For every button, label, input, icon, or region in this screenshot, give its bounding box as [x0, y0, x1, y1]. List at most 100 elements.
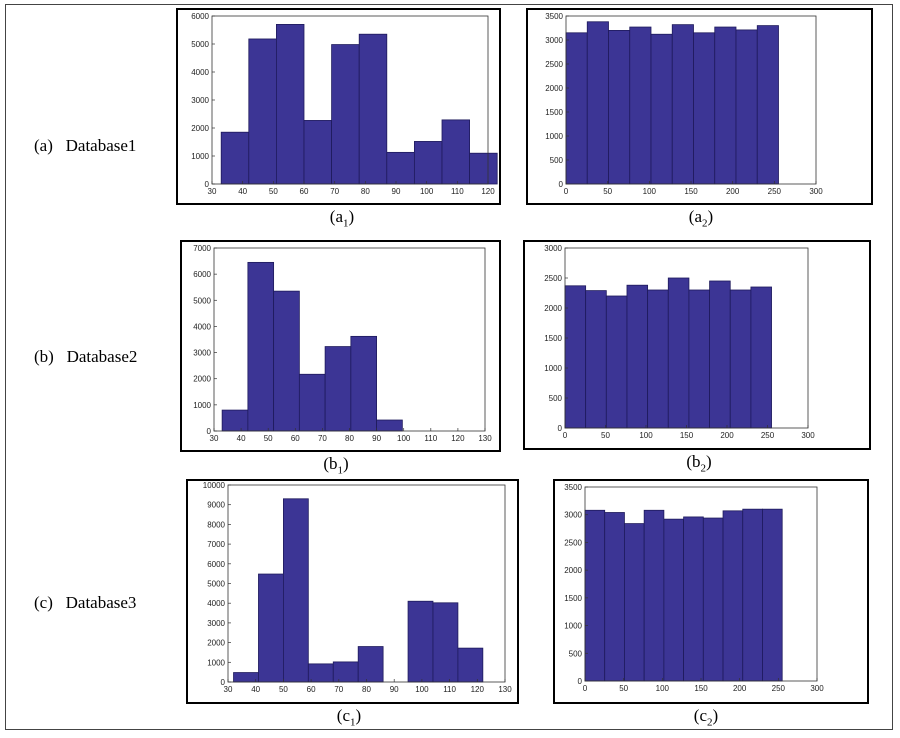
ytick-label-b2-6: 3000 — [544, 244, 562, 253]
xtick-label-b2-5: 250 — [761, 431, 775, 440]
ytick-label-a1-4: 4000 — [191, 68, 209, 77]
xtick-label-b1-8: 110 — [424, 434, 437, 443]
ytick-label-c1-7: 7000 — [207, 540, 225, 549]
chart-a1-histogram: 30 40 50 60 70 80 90 100 110 120 0 1000 2000 3000 4000… — [176, 8, 501, 205]
bar-a2-9 — [756, 25, 779, 185]
xtick-label-c2-2: 100 — [656, 684, 670, 693]
bar-b2-6 — [688, 289, 710, 429]
bar-b2-8 — [729, 289, 752, 429]
bar-c2-7 — [722, 510, 744, 682]
chart-c2-svg: 0 50 100 150 200 250 3000500100015002000250030… — [564, 483, 824, 693]
bar-b1-3 — [298, 373, 326, 432]
ytick-label-b2-2: 1000 — [544, 364, 562, 373]
ytick-label-a2-4: 2000 — [545, 84, 563, 93]
bar-c1-2 — [283, 498, 309, 683]
xtick-label-b2-1: 50 — [601, 431, 610, 440]
ytick-label-c1-3: 3000 — [207, 619, 225, 628]
xtick-label-c1-5: 80 — [362, 685, 371, 694]
bar-c1-0 — [233, 672, 259, 683]
figure-frame — [5, 4, 893, 730]
bar-c2-8 — [742, 508, 763, 682]
xtick-label-b2-3: 150 — [680, 431, 694, 440]
chart-a2-histogram: 0 50 100 150 200 250 300 0 500 1000 1500 2000 2500 30… — [526, 8, 873, 205]
bar-b1-0 — [221, 409, 249, 432]
ytick-label-a2-1: 500 — [550, 156, 564, 165]
xtick-label-a2-6: 300 — [809, 187, 823, 196]
bar-b1-2 — [273, 290, 300, 432]
bar-b2-9 — [750, 286, 772, 429]
ytick-label-b1-6: 6000 — [193, 270, 211, 279]
xtick-label-a1-4: 70 — [330, 187, 339, 196]
bar-a1-3 — [303, 120, 333, 185]
ytick-label-b1-0: 0 — [207, 427, 212, 436]
bar-a2-5 — [671, 24, 694, 185]
xtick-label-b2-0: 0 — [563, 431, 568, 440]
ytick-label-b1-4: 4000 — [193, 322, 211, 331]
xtick-label-b2-6: 300 — [801, 431, 815, 440]
chart-c1-histogram: 30 40 50 60 70 80 90 100 110 120 130 0 1000 2000 3000 4… — [186, 479, 519, 704]
xtick-label-a1-1: 40 — [238, 187, 247, 196]
ytick-label-b2-0: 0 — [558, 424, 563, 433]
xtick-label-c1-10: 130 — [498, 685, 512, 694]
ytick-label-c1-8: 8000 — [207, 520, 225, 529]
chart-c1-svg: 30 40 50 60 70 80 90 100 110 120 130 0 1000 2000 3000 4… — [203, 481, 512, 694]
xtick-label-b1-9: 120 — [451, 434, 465, 443]
bar-b1-6 — [376, 419, 403, 432]
bar-b1-4 — [324, 346, 352, 432]
bar-a1-8 — [441, 119, 471, 185]
xtick-label-a1-8: 110 — [451, 187, 464, 196]
ytick-label-c1-4: 4000 — [207, 599, 225, 608]
bar-a2-8 — [735, 29, 758, 185]
xtick-label-a1-0: 30 — [208, 187, 217, 196]
chart-b1-svg: 30 40 50 60 70 80 90 100 110 120 130 0 1000 2000 3000 4… — [193, 244, 492, 443]
xtick-label-c1-7: 100 — [415, 685, 429, 694]
bar-b2-2 — [605, 295, 628, 429]
chart-a1-svg: 30 40 50 60 70 80 90 100 110 120 0 1000 2000 3000 4000… — [191, 12, 498, 196]
bar-a1-6 — [386, 151, 415, 185]
xtick-label-a2-4: 200 — [726, 187, 740, 196]
xtick-label-c1-8: 110 — [443, 685, 456, 694]
ytick-label-a1-5: 5000 — [191, 40, 209, 49]
bar-b2-1 — [585, 290, 607, 429]
bar-c2-0 — [584, 509, 606, 682]
bar-a1-0 — [220, 131, 250, 185]
chart-c2-histogram: 0 50 100 150 200 250 300 0 500 1000 1500 2000 2500 30… — [553, 479, 869, 704]
ytick-label-c1-10: 10000 — [203, 481, 226, 490]
xtick-label-a1-9: 120 — [481, 187, 495, 196]
bar-c1-3 — [307, 663, 334, 683]
ytick-label-a1-6: 6000 — [191, 12, 209, 21]
xtick-label-c1-0: 30 — [224, 685, 233, 694]
bar-a2-3 — [629, 26, 652, 185]
xtick-label-a2-0: 0 — [564, 187, 569, 196]
xtick-label-a2-5: 250 — [768, 187, 782, 196]
ytick-label-c1-6: 6000 — [207, 560, 225, 569]
ytick-label-b2-4: 2000 — [544, 304, 562, 313]
ytick-label-c2-6: 3000 — [564, 511, 582, 520]
bar-b2-4 — [647, 289, 669, 429]
row-label-database3: (c) Database3 — [34, 593, 137, 612]
ytick-label-b1-1: 1000 — [193, 401, 211, 410]
xtick-label-b1-3: 60 — [291, 434, 300, 443]
xtick-label-b1-2: 50 — [264, 434, 273, 443]
bar-b2-5 — [667, 277, 690, 429]
xtick-label-a1-5: 80 — [361, 187, 370, 196]
xtick-label-c1-9: 120 — [471, 685, 485, 694]
ytick-label-b2-5: 2500 — [544, 274, 562, 283]
bar-a1-1 — [248, 38, 277, 185]
xtick-label-b1-0: 30 — [210, 434, 219, 443]
ytick-label-c2-3: 1500 — [564, 594, 582, 603]
caption-a1: (a1) — [329, 207, 355, 230]
ytick-label-c2-5: 2500 — [564, 538, 582, 547]
bar-a1-9 — [469, 152, 498, 185]
xtick-label-c2-1: 50 — [619, 684, 628, 693]
ytick-label-a2-3: 1500 — [545, 108, 563, 117]
ytick-label-a2-6: 3000 — [545, 36, 563, 45]
caption-b2: (b2) — [686, 452, 712, 475]
xtick-label-c1-2: 50 — [279, 685, 288, 694]
xtick-label-b2-4: 200 — [720, 431, 734, 440]
chart-b2-histogram: 0 50 100 150 200 250 300 0 500 1000 1500 2000 2500 30… — [523, 240, 871, 450]
bar-a2-0 — [565, 32, 588, 185]
ytick-label-c1-5: 5000 — [207, 580, 225, 589]
xtick-label-b1-4: 70 — [318, 434, 327, 443]
bar-c2-2 — [624, 523, 645, 682]
